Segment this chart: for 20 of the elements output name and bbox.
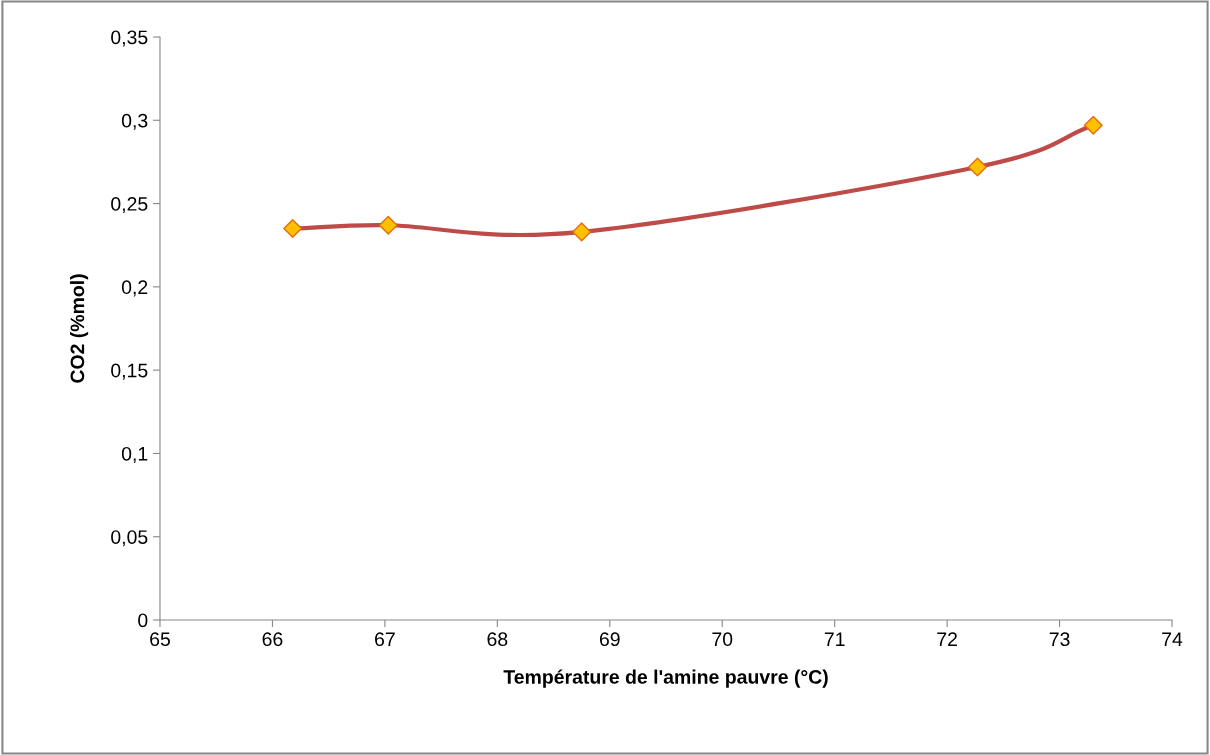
x-tick-label: 74: [1162, 632, 1183, 646]
x-tick-label: 69: [599, 632, 620, 647]
y-tick-label: 0: [138, 613, 148, 628]
y-axis-title: CO2 (%mol): [70, 274, 89, 383]
y-tick-label: 0,05: [111, 530, 148, 547]
x-tick-label: 68: [487, 632, 508, 647]
y-tick-label: 0,15: [111, 363, 148, 380]
x-tick-label: 73: [1049, 632, 1070, 647]
x-tick-label: 66: [262, 632, 283, 647]
x-tick-label: 65: [150, 632, 170, 647]
y-tick-label: 0,1: [121, 446, 148, 463]
x-tick-label: 72: [937, 632, 957, 646]
x-tick-label: 67: [375, 632, 395, 647]
y-tick-label: 0,35: [111, 30, 148, 47]
x-tick-label: 70: [712, 632, 733, 647]
x-tick-label: 71: [824, 632, 845, 646]
x-axis-title: Température de l'amine pauvre (°C): [503, 669, 828, 688]
y-tick-label: 0,25: [111, 197, 148, 214]
y-tick-label: 0,3: [121, 113, 148, 130]
y-tick-label: 0,2: [121, 280, 148, 297]
